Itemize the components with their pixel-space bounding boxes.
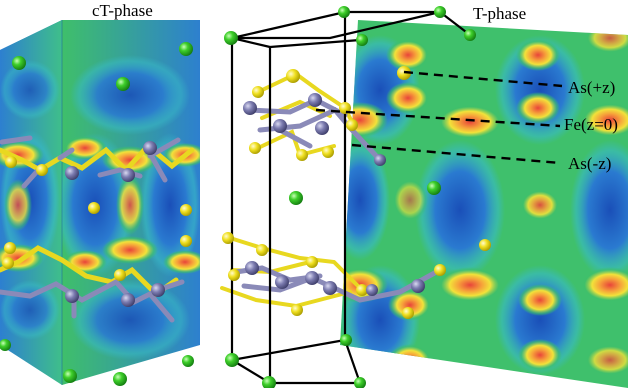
ct-atoms	[0, 42, 194, 386]
guide-as-minus-z	[351, 143, 561, 165]
t-phase-atoms	[222, 6, 491, 388]
t-phase-label: T-phase	[473, 4, 527, 23]
ct-phase-block	[0, 20, 200, 386]
guide-as-plus-z	[403, 70, 563, 88]
ct-phase-label: cT-phase	[92, 1, 153, 20]
unit-cell-frame	[230, 10, 471, 385]
layer-guides	[315, 70, 563, 165]
layer-label-fe-z0: Fe(z=0)	[564, 115, 618, 134]
t-phase-plane	[340, 20, 628, 388]
layer-label-as-plus-z: As(+z)	[568, 78, 616, 97]
guide-fe-z0	[315, 108, 561, 128]
layer-label-as-minus-z: As(-z)	[568, 154, 612, 173]
